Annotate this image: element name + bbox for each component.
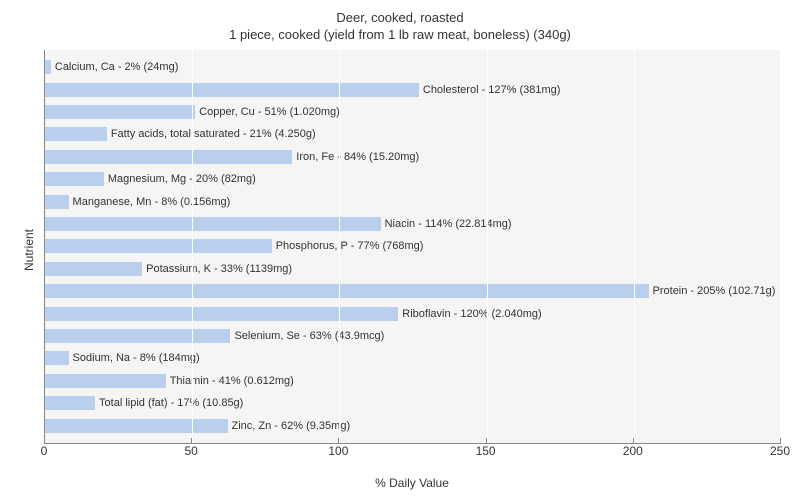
bar-label: Calcium, Ca - 2% (24mg) <box>51 58 178 76</box>
bar <box>45 127 107 141</box>
bar-row: Zinc, Zn - 62% (9.35mg) <box>45 417 780 435</box>
bar-label: Manganese, Mn - 8% (0.156mg) <box>69 193 231 211</box>
bar-row: Phosphorus, P - 77% (768mg) <box>45 237 780 255</box>
bar-row: Potassium, K - 33% (1139mg) <box>45 260 780 278</box>
x-tick-label: 0 <box>41 444 48 458</box>
bar-row: Riboflavin - 120% (2.040mg) <box>45 305 780 323</box>
bar-row: Selenium, Se - 63% (43.9mcg) <box>45 327 780 345</box>
bar-row: Protein - 205% (102.71g) <box>45 282 780 300</box>
nutrient-chart: Deer, cooked, roasted 1 piece, cooked (y… <box>0 0 800 500</box>
x-tick-label: 150 <box>476 444 496 458</box>
bar-row: Fatty acids, total saturated - 21% (4.25… <box>45 125 780 143</box>
bar <box>45 307 398 321</box>
plot-area: Calcium, Ca - 2% (24mg) Cholesterol - 127… <box>44 50 780 444</box>
x-axis-ticks: 050100150200250 <box>44 444 780 464</box>
bar-label: Iron, Fe - 84% (15.20mg) <box>292 148 419 166</box>
bar-label: Sodium, Na - 8% (184mg) <box>69 349 200 367</box>
bar <box>45 83 419 97</box>
bar <box>45 217 381 231</box>
chart-title: Deer, cooked, roasted 1 piece, cooked (y… <box>0 0 800 44</box>
bar-label: Magnesium, Mg - 20% (82mg) <box>104 170 256 188</box>
bar <box>45 374 166 388</box>
y-axis-label: Nutrient <box>22 229 36 271</box>
bar-row: Magnesium, Mg - 20% (82mg) <box>45 170 780 188</box>
bar-row: Total lipid (fat) - 17% (10.85g) <box>45 394 780 412</box>
bar-label: Thiamin - 41% (0.612mg) <box>166 372 294 390</box>
grid-line <box>487 50 488 443</box>
bar <box>45 419 228 433</box>
bar <box>45 284 649 298</box>
x-axis-label: % Daily Value <box>44 476 780 490</box>
bar <box>45 150 292 164</box>
bar-row: Sodium, Na - 8% (184mg) <box>45 349 780 367</box>
x-tick-label: 100 <box>328 444 348 458</box>
grid-line <box>339 50 340 443</box>
bar-label: Total lipid (fat) - 17% (10.85g) <box>95 394 243 412</box>
bar-label: Fatty acids, total saturated - 21% (4.25… <box>107 125 316 143</box>
bar-row: Manganese, Mn - 8% (0.156mg) <box>45 193 780 211</box>
x-tick-label: 50 <box>185 444 198 458</box>
bar <box>45 195 69 209</box>
bar-label: Copper, Cu - 51% (1.020mg) <box>195 103 340 121</box>
bar-row: Copper, Cu - 51% (1.020mg) <box>45 103 780 121</box>
bar <box>45 396 95 410</box>
chart-title-line1: Deer, cooked, roasted <box>0 10 800 27</box>
bar <box>45 262 142 276</box>
grid-line <box>192 50 193 443</box>
bar-label: Cholesterol - 127% (381mg) <box>419 81 561 99</box>
bar-row: Cholesterol - 127% (381mg) <box>45 81 780 99</box>
grid-line <box>634 50 635 443</box>
bar <box>45 351 69 365</box>
bar-row: Thiamin - 41% (0.612mg) <box>45 372 780 390</box>
bar-row: Iron, Fe - 84% (15.20mg) <box>45 148 780 166</box>
bar <box>45 172 104 186</box>
bar <box>45 329 230 343</box>
bar <box>45 239 272 253</box>
bar-row: Niacin - 114% (22.814mg) <box>45 215 780 233</box>
bar-label: Phosphorus, P - 77% (768mg) <box>272 237 424 255</box>
bar-label: Potassium, K - 33% (1139mg) <box>142 260 292 278</box>
bar-row: Calcium, Ca - 2% (24mg) <box>45 58 780 76</box>
bar-label: Zinc, Zn - 62% (9.35mg) <box>228 417 351 435</box>
bar-label: Riboflavin - 120% (2.040mg) <box>398 305 541 323</box>
x-tick-label: 250 <box>770 444 790 458</box>
bar-label: Niacin - 114% (22.814mg) <box>381 215 512 233</box>
bar-label: Protein - 205% (102.71g) <box>649 282 776 300</box>
bar-label: Selenium, Se - 63% (43.9mcg) <box>230 327 384 345</box>
grid-line <box>781 50 782 443</box>
x-tick-label: 200 <box>623 444 643 458</box>
bar <box>45 105 195 119</box>
bars-container: Calcium, Ca - 2% (24mg) Cholesterol - 127… <box>45 56 780 437</box>
chart-title-line2: 1 piece, cooked (yield from 1 lb raw mea… <box>0 27 800 44</box>
